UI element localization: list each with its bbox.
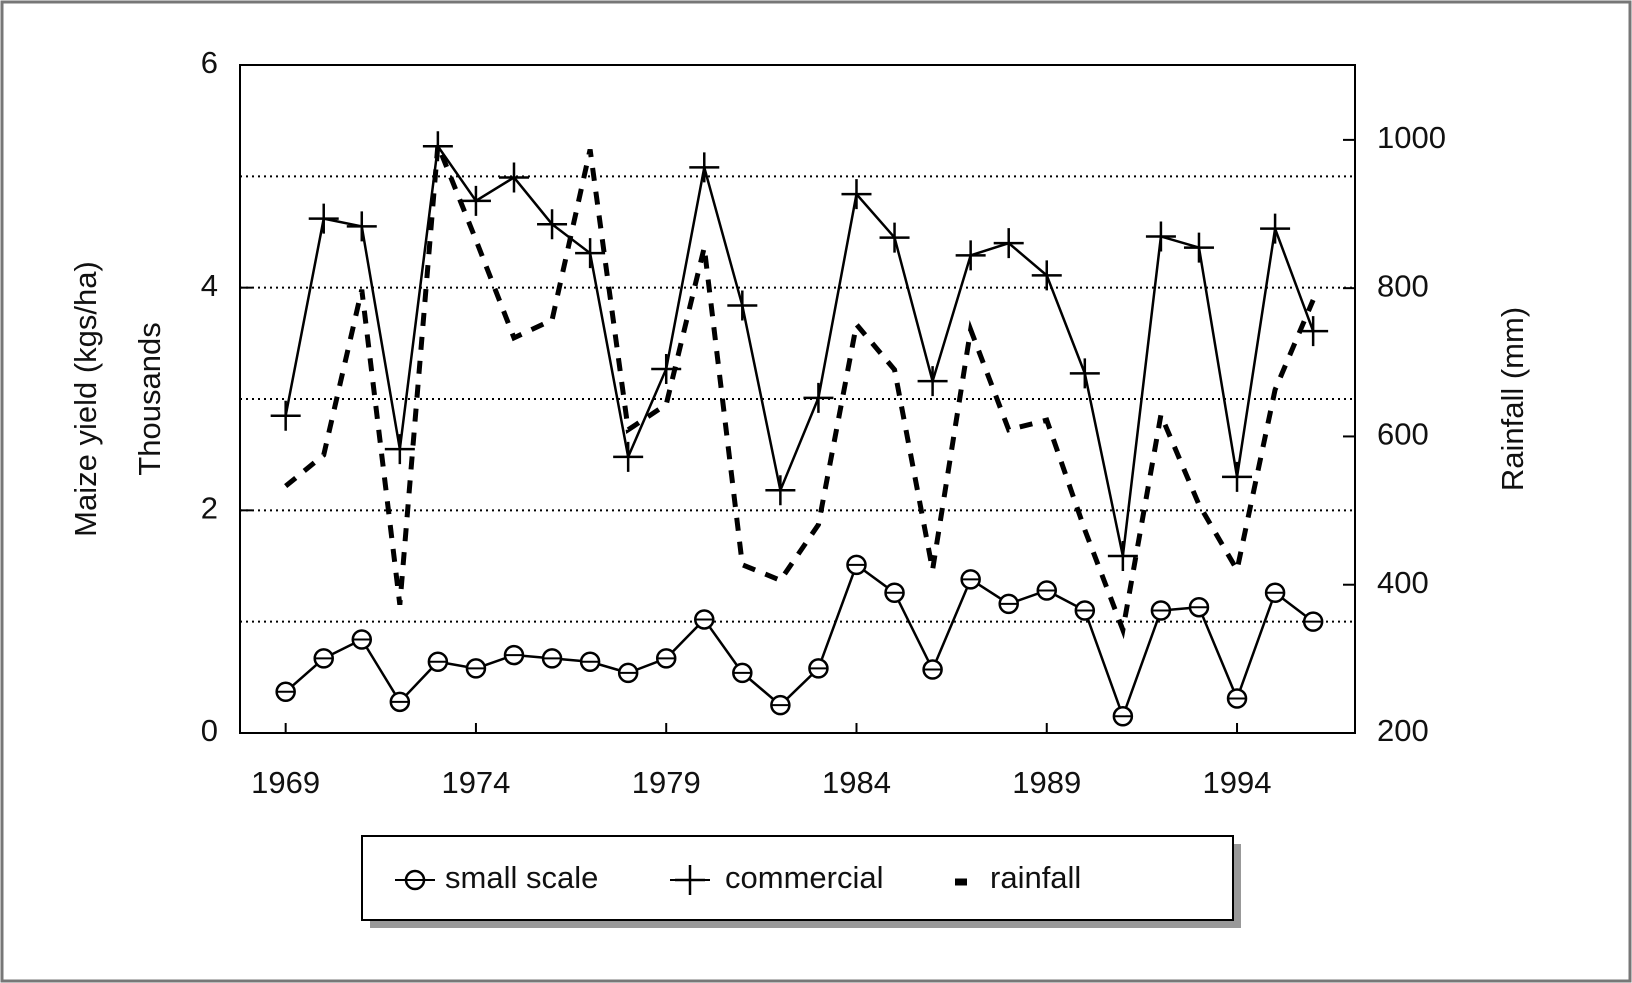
point-marker [389, 691, 411, 713]
point-marker [498, 162, 529, 193]
point-marker [1260, 213, 1291, 244]
point-marker [1188, 596, 1210, 618]
y-tick-label: 4 [201, 268, 218, 303]
y2-tick-label: 400 [1377, 565, 1429, 600]
x-tick-label: 1989 [1012, 765, 1081, 800]
y2-tick-label: 800 [1377, 268, 1429, 303]
y2-tick-label: 200 [1377, 713, 1429, 748]
y2-tick-label: 1000 [1377, 120, 1446, 155]
point-marker [727, 290, 758, 321]
x-tick-label: 1969 [251, 765, 320, 800]
point-marker [1302, 611, 1324, 632]
point-marker [732, 662, 753, 684]
point-marker [1112, 706, 1134, 727]
y-tick-label: 6 [201, 45, 218, 80]
series-line [284, 142, 1315, 557]
point-marker [993, 228, 1024, 259]
legend-label: rainfall [990, 860, 1081, 895]
point-marker [617, 662, 639, 684]
point-marker [1069, 358, 1100, 389]
point-marker [879, 222, 910, 253]
x-tick-label: 1979 [632, 765, 701, 800]
y-axis-sublabel: Thousands [132, 322, 167, 475]
point-marker [404, 869, 426, 891]
point-marker [575, 238, 606, 269]
point-marker [537, 209, 568, 240]
plot-area [239, 64, 1356, 734]
point-marker [841, 179, 872, 210]
point-marker [917, 366, 948, 397]
y-tick-label: 0 [201, 713, 218, 748]
point-marker [1145, 221, 1176, 252]
y-tick-label: 2 [201, 491, 218, 526]
point-marker [308, 203, 339, 234]
point-marker [1036, 580, 1058, 601]
point-marker [1222, 461, 1253, 492]
point-marker [270, 400, 301, 431]
x-tick-label: 1984 [822, 765, 891, 800]
point-marker [613, 441, 644, 472]
point-marker [765, 475, 796, 506]
point-marker [655, 648, 677, 669]
point-marker [313, 648, 334, 669]
point-marker [1107, 540, 1138, 571]
y2-axis-label: Rainfall (mm) [1495, 307, 1530, 491]
point-marker [884, 582, 905, 603]
point-marker [351, 629, 373, 650]
point-marker [808, 658, 829, 679]
x-tick-label: 1994 [1203, 765, 1272, 800]
point-marker [384, 434, 415, 465]
point-marker [694, 609, 715, 630]
point-marker [1031, 260, 1062, 291]
point-marker [465, 658, 487, 679]
point-marker [460, 185, 491, 216]
series-line [284, 562, 1314, 720]
point-marker [1264, 582, 1286, 603]
point-marker [770, 694, 791, 716]
point-marker [1298, 316, 1329, 347]
point-marker [922, 659, 943, 680]
point-marker [1150, 600, 1172, 621]
point-marker [960, 569, 981, 590]
point-marker [579, 651, 601, 672]
point-marker [846, 554, 867, 576]
x-tick-label: 1974 [441, 765, 510, 800]
point-marker [998, 593, 1019, 615]
point-marker [1074, 600, 1096, 621]
y2-tick-label: 600 [1377, 417, 1429, 452]
y-axis-label: Maize yield (kgs/ha) [68, 261, 103, 537]
point-marker [803, 382, 834, 413]
series-line [284, 144, 1316, 640]
point-marker [675, 865, 705, 895]
point-marker [541, 648, 563, 669]
point-marker [346, 211, 377, 242]
legend-label: small scale [445, 860, 598, 895]
point-marker [689, 152, 720, 183]
legend [361, 835, 1234, 921]
point-marker [955, 240, 986, 271]
point-marker [1226, 688, 1248, 709]
point-marker [275, 681, 296, 703]
point-marker [1183, 232, 1214, 263]
legend-label: commercial [725, 860, 883, 895]
point-marker [503, 644, 525, 666]
point-marker [427, 651, 449, 672]
